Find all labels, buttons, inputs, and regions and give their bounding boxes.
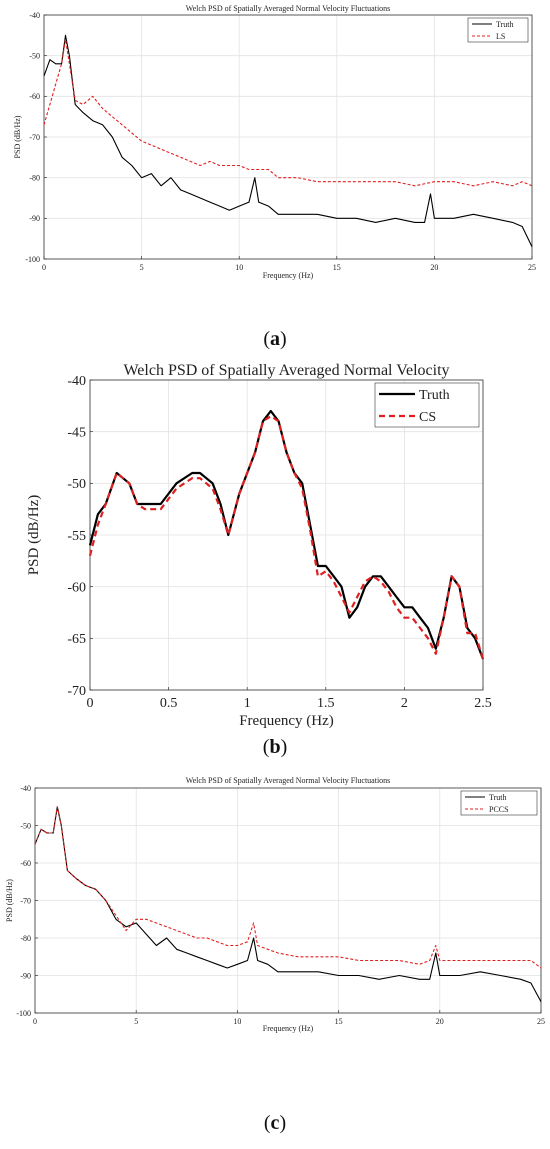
y-tick-label: -100 bbox=[16, 1009, 31, 1018]
x-axis-label: Frequency (Hz) bbox=[263, 1024, 314, 1033]
x-tick-label: 0 bbox=[42, 263, 46, 272]
x-axis-label: Frequency (Hz) bbox=[263, 271, 314, 280]
legend: Truth CS bbox=[374, 382, 480, 428]
y-tick-label: -40 bbox=[29, 11, 40, 20]
legend-label-pccs: PCCS bbox=[489, 805, 509, 814]
subfigure-label-c: (c) bbox=[263, 1112, 287, 1134]
x-tick-label: 20 bbox=[430, 263, 438, 272]
y-tick-label: -80 bbox=[29, 173, 40, 182]
legend-label-ls: LS bbox=[496, 32, 505, 41]
y-tick-label: -60 bbox=[67, 581, 86, 596]
x-tick-label: 5 bbox=[140, 263, 144, 272]
y-tick-label: -45 bbox=[67, 426, 86, 441]
x-axis-label: Frequency (Hz) bbox=[239, 713, 334, 729]
subfigure-letter-c: c bbox=[270, 1112, 280, 1134]
x-tick-label: 15 bbox=[335, 1017, 343, 1026]
x-tick-label: 2.5 bbox=[474, 696, 492, 711]
subfigure-letter-b: b bbox=[269, 736, 281, 758]
y-axis-label: PSD (dB/Hz) bbox=[26, 495, 42, 575]
series-line-truth bbox=[34, 806, 542, 1003]
series-line-pccs bbox=[34, 806, 542, 969]
legend-label-truth: Truth bbox=[496, 20, 514, 29]
x-tick-label: 0 bbox=[87, 696, 94, 711]
subfigure-letter-a: a bbox=[270, 328, 280, 350]
y-tick-label: -40 bbox=[67, 374, 86, 389]
series-line-truth bbox=[88, 409, 485, 660]
x-tick-label: 10 bbox=[235, 263, 243, 272]
y-tick-label: -70 bbox=[67, 684, 86, 699]
y-axis-label: PSD (dB/Hz) bbox=[5, 879, 14, 922]
x-tick-label: 1.5 bbox=[317, 696, 335, 711]
y-tick-label: -50 bbox=[20, 821, 31, 830]
legend-label-truth: Truth bbox=[489, 793, 507, 802]
legend-box bbox=[460, 790, 538, 816]
y-tick-label: -60 bbox=[20, 859, 31, 868]
legend-label-cs: CS bbox=[419, 410, 436, 425]
x-tick-label: 25 bbox=[537, 1017, 545, 1026]
y-tick-label: -90 bbox=[20, 971, 31, 980]
series-line-truth bbox=[43, 34, 533, 248]
y-tick-label: -100 bbox=[25, 255, 40, 264]
chart-title: Welch PSD of Spatially Averaged Normal V… bbox=[186, 776, 391, 785]
y-axis-label: PSD (dB/Hz) bbox=[13, 115, 22, 158]
x-tick-label: 15 bbox=[333, 263, 341, 272]
x-tick-label: 5 bbox=[134, 1017, 138, 1026]
legend-box bbox=[374, 382, 480, 428]
x-tick-label: 20 bbox=[436, 1017, 444, 1026]
y-tick-label: -55 bbox=[67, 529, 86, 544]
subfigure-label-b: (b) bbox=[262, 736, 288, 758]
y-tick-label: -80 bbox=[20, 934, 31, 943]
chart-title: Welch PSD of Spatially Averaged Normal V… bbox=[123, 362, 449, 379]
y-tick-label: -65 bbox=[67, 632, 86, 647]
x-tick-label: 2 bbox=[401, 696, 408, 711]
x-tick-label: 0.5 bbox=[160, 696, 178, 711]
x-tick-label: 1 bbox=[244, 696, 251, 711]
legend: Truth LS bbox=[467, 17, 529, 43]
chart-1: 0 5 10 15 20 25 -40 -50 -60 -70 -80 -90 -100 Welch PS… bbox=[13, 4, 536, 280]
y-tick-label: -50 bbox=[67, 477, 86, 492]
x-tick-label: 0 bbox=[33, 1017, 37, 1026]
legend-box bbox=[467, 17, 529, 43]
y-tick-label: -90 bbox=[29, 214, 40, 223]
y-tick-label: -70 bbox=[29, 133, 40, 142]
y-tick-label: -60 bbox=[29, 92, 40, 101]
x-tick-label: 25 bbox=[528, 263, 536, 272]
chart-2: 0 0.5 1 1.5 2 2.5 -40 -45 -50 -55 -60 -65 -70 Welch P… bbox=[26, 362, 492, 729]
y-tick-label: -70 bbox=[20, 896, 31, 905]
chart-title: Welch PSD of Spatially Averaged Normal V… bbox=[186, 4, 391, 13]
subfigure-label-a: (a) bbox=[263, 328, 287, 350]
y-tick-label: -40 bbox=[20, 784, 31, 793]
x-tick-label: 10 bbox=[233, 1017, 241, 1026]
legend: Truth PCCS bbox=[460, 790, 538, 816]
legend-label-truth: Truth bbox=[419, 388, 450, 403]
y-tick-label: -50 bbox=[29, 51, 40, 60]
series-line-ls bbox=[43, 38, 533, 187]
chart-3: 0 5 10 15 20 25 -40 -50 -60 -70 -80 -90 -100 Welch PS… bbox=[5, 776, 545, 1033]
